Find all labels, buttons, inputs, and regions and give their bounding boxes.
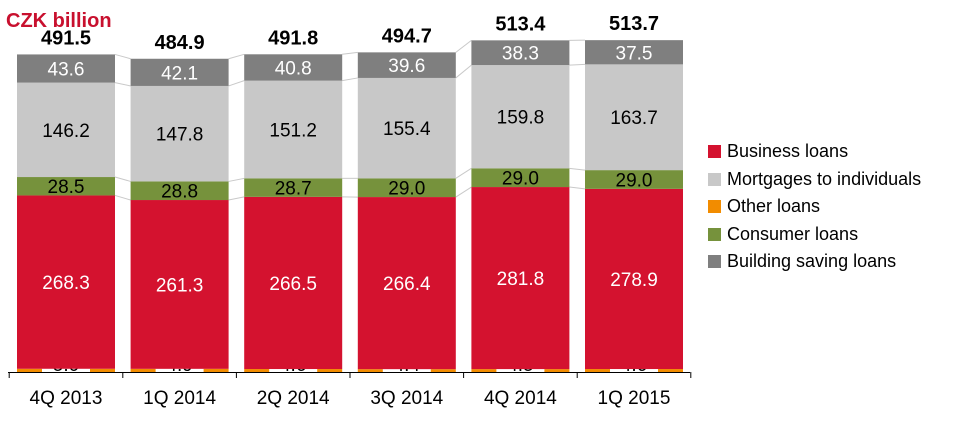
connector-line [229, 54, 245, 58]
legend-item-business-loans: Business loans [708, 138, 921, 166]
connector-line [456, 187, 472, 197]
value-label-business-loans: 281.8 [497, 269, 545, 290]
legend-swatch [708, 200, 721, 213]
value-label-business-loans: 268.3 [42, 273, 90, 294]
legend: Business loans Mortgages to individuals Ot… [708, 138, 921, 276]
legend-item-mortgages-to-individuals: Mortgages to individuals [708, 166, 921, 194]
connector-line [229, 81, 245, 86]
connector-line [456, 65, 472, 78]
legend-label: Other loans [727, 196, 820, 217]
legend-swatch [708, 255, 721, 268]
value-label-mortgages-to-individuals: 146.2 [42, 121, 90, 142]
value-label-mortgages-to-individuals: 151.2 [269, 120, 317, 141]
legend-item-consumer-loans: Consumer loans [708, 221, 921, 249]
connector-line [229, 197, 245, 200]
value-label-business-loans: 261.3 [156, 275, 204, 296]
connector-line [456, 40, 472, 52]
value-label-mortgages-to-individuals: 147.8 [156, 125, 204, 146]
value-label-consumer-loans: 29.0 [502, 169, 539, 190]
category-label: 1Q 2015 [598, 388, 671, 409]
value-label-mortgages-to-individuals: 155.4 [383, 119, 431, 140]
legend-swatch [708, 173, 721, 186]
legend-swatch [708, 228, 721, 241]
connector-line [342, 78, 358, 81]
value-label-consumer-loans: 28.5 [48, 177, 85, 198]
connector-line [456, 168, 472, 178]
value-label-building-saving-loans: 39.6 [388, 56, 425, 77]
total-label: 484.9 [155, 32, 205, 54]
legend-label: Consumer loans [727, 224, 858, 245]
legend-label: Building saving loans [727, 251, 896, 272]
category-label: 2Q 2014 [257, 388, 330, 409]
total-label: 494.7 [382, 25, 432, 47]
total-label: 491.8 [268, 27, 318, 49]
connector-line [342, 52, 358, 54]
value-label-mortgages-to-individuals: 159.8 [497, 108, 545, 129]
value-label-building-saving-loans: 43.6 [48, 60, 85, 81]
connector-line [569, 64, 585, 65]
value-label-consumer-loans: 29.0 [616, 170, 653, 191]
value-label-building-saving-loans: 40.8 [275, 58, 312, 79]
total-label: 513.4 [495, 13, 546, 35]
value-label-building-saving-loans: 42.1 [161, 63, 198, 84]
category-label: 4Q 2013 [30, 388, 103, 409]
value-label-consumer-loans: 28.8 [161, 182, 198, 203]
connector-line [569, 187, 585, 189]
legend-item-other-loans: Other loans [708, 193, 921, 221]
connector-line [229, 178, 245, 181]
value-label-consumer-loans: 29.0 [388, 179, 425, 200]
legend-swatch [708, 145, 721, 158]
category-label: 3Q 2014 [370, 388, 443, 409]
connector-line [569, 168, 585, 170]
total-label: 513.7 [609, 13, 659, 35]
value-label-mortgages-to-individuals: 163.7 [610, 108, 658, 129]
connector-line [115, 83, 131, 86]
connector-line [115, 195, 131, 200]
value-label-business-loans: 266.4 [383, 274, 431, 295]
category-label: 4Q 2014 [484, 388, 557, 409]
connector-line [115, 177, 131, 181]
category-label: 1Q 2014 [143, 388, 216, 409]
value-label-business-loans: 278.9 [610, 270, 658, 291]
legend-label: Business loans [727, 141, 848, 162]
value-label-building-saving-loans: 37.5 [616, 43, 653, 64]
value-label-consumer-loans: 28.7 [275, 179, 312, 200]
legend-item-building-saving-loans: Building saving loans [708, 248, 921, 276]
value-label-business-loans: 266.5 [269, 274, 317, 295]
value-label-building-saving-loans: 38.3 [502, 44, 539, 65]
connector-line [115, 54, 131, 58]
unit-title: CZK billion [6, 10, 112, 33]
legend-label: Mortgages to individuals [727, 169, 921, 190]
